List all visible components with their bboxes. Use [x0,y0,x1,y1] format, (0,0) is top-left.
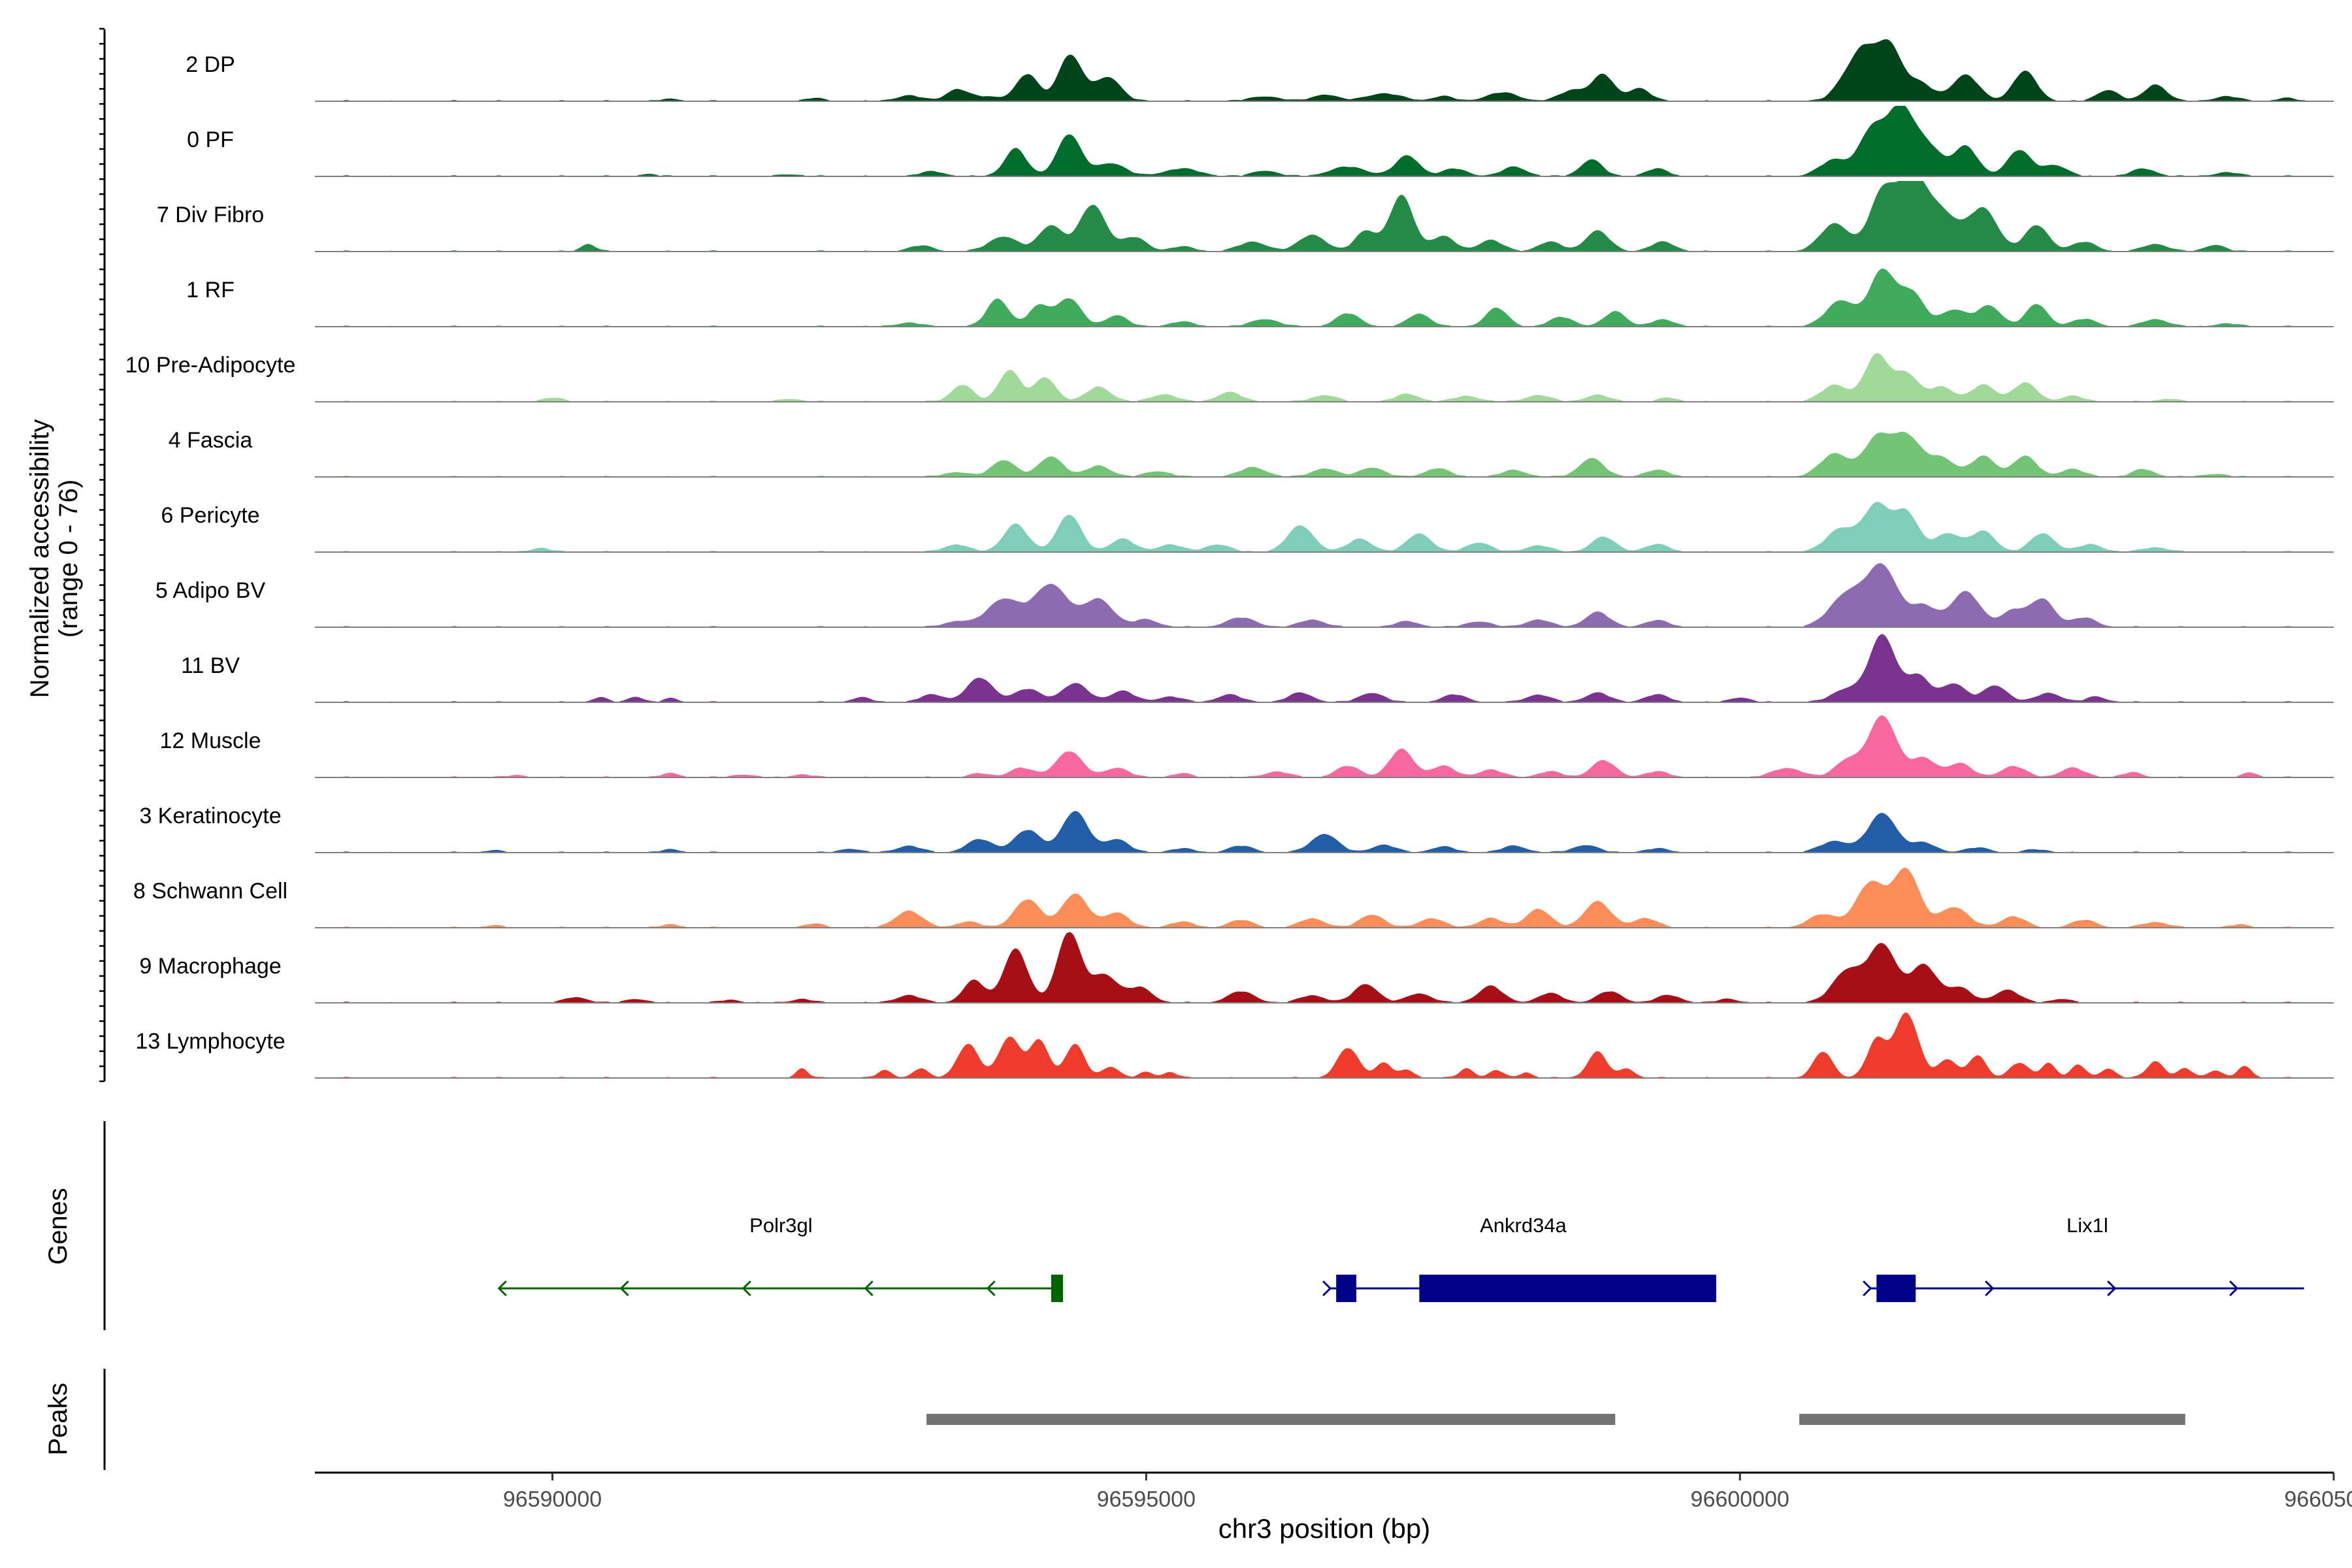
track-label: 9 Macrophage [139,954,281,979]
track: 7 Div Fibro [157,181,2334,252]
track: 8 Schwann Cell [133,868,2334,928]
track: 4 Fascia [169,428,2334,478]
y-axis-label-line1: Normalized accessibility [25,419,54,698]
coverage-area [315,181,2334,252]
coverage-area [315,868,2334,928]
track-label: 7 Div Fibro [157,203,264,227]
track-label: 12 Muscle [160,728,261,753]
coverage-area [315,563,2334,627]
track: 2 DP [186,39,2334,102]
x-axis-label: chr3 position (bp) [1218,1513,1431,1544]
coverage-area [315,715,2334,777]
genes-panel-label: Genes [44,1188,73,1265]
gene-label: Lix1l [2066,1214,2108,1237]
coverage-area [315,811,2334,853]
track-label: 11 BV [181,653,240,678]
track-label: 0 PF [187,127,234,152]
coverage-tracks: 2 DP 0 PF 7 Div Fibro 1 RF 10 Pre-Adipocyte 4… [125,39,2334,1079]
track: 13 Lymphocyte [135,1012,2334,1079]
strand-arrow [742,1280,751,1297]
x-tick-label: 96590000 [503,1487,602,1512]
track-label: 5 Adipo BV [155,578,266,603]
coverage-area [315,269,2334,327]
gene-exon [1336,1275,1357,1302]
track: 10 Pre-Adipocyte [125,353,2334,402]
coverage-area [315,39,2334,101]
track-label: 3 Keratinocyte [139,804,281,828]
track-label: 2 DP [186,52,235,77]
coverage-area [315,634,2334,702]
gene-exon [1051,1275,1064,1302]
track: 12 Muscle [160,715,2334,778]
coverage-area [315,932,2334,1003]
peak-regions [926,1414,2185,1425]
x-tick-label: 96605000 [2284,1487,2352,1512]
track-label: 8 Schwann Cell [133,879,287,904]
coverage-area [315,431,2334,477]
x-tick-label: 96595000 [1097,1487,1196,1512]
track: 5 Adipo BV [155,563,2334,628]
strand-arrow [986,1280,996,1297]
peak-region [1799,1414,2185,1425]
track: 9 Macrophage [139,932,2334,1004]
gene: Polr3gl [497,1214,1064,1302]
gene-exon [1876,1275,1916,1302]
track: 11 BV [181,634,2334,703]
track-label: 4 Fascia [169,428,253,453]
y-axis-label-line2: (range 0 - 76) [54,480,83,638]
coverage-area [315,1012,2334,1078]
gene-exon [1419,1275,1716,1302]
track: 1 RF [186,269,2334,327]
track: 0 PF [187,106,2334,177]
coverage-area [315,353,2334,402]
strand-arrow [1863,1280,1872,1297]
strand-arrow [2107,1280,2117,1297]
gene-label: Ankrd34a [1480,1214,1567,1237]
x-axis: 96590000 96595000 96600000 96605000 [315,1471,2352,1512]
gene: Lix1l [1863,1214,2304,1302]
track: 3 Keratinocyte [139,804,2334,853]
peaks-panel-label: Peaks [44,1382,73,1455]
track-label: 1 RF [186,278,235,302]
track: 6 Pericyte [161,502,2334,553]
strand-arrow [864,1280,874,1297]
track-label: 6 Pericyte [161,503,259,528]
track-label: 10 Pre-Adipocyte [125,353,296,378]
track-label: 13 Lymphocyte [135,1029,285,1054]
strand-arrow [1985,1280,1995,1297]
y-axis [99,27,106,1083]
gene: Ankrd34a [1322,1214,1716,1302]
coverage-area [315,502,2334,552]
strand-arrow [619,1280,629,1297]
coverage-area [315,106,2334,176]
y-axis-label: Normalized accessibility (range 0 - 76) [25,419,83,698]
strand-arrow [2229,1280,2239,1297]
x-tick-label: 96600000 [1691,1487,1789,1512]
strand-arrow [497,1280,507,1297]
strand-arrow [1322,1280,1332,1297]
gene-label: Polr3gl [749,1214,813,1237]
gene-annotations: Polr3gl Ankrd34a Lix1l [497,1214,2304,1302]
peak-region [926,1414,1616,1425]
